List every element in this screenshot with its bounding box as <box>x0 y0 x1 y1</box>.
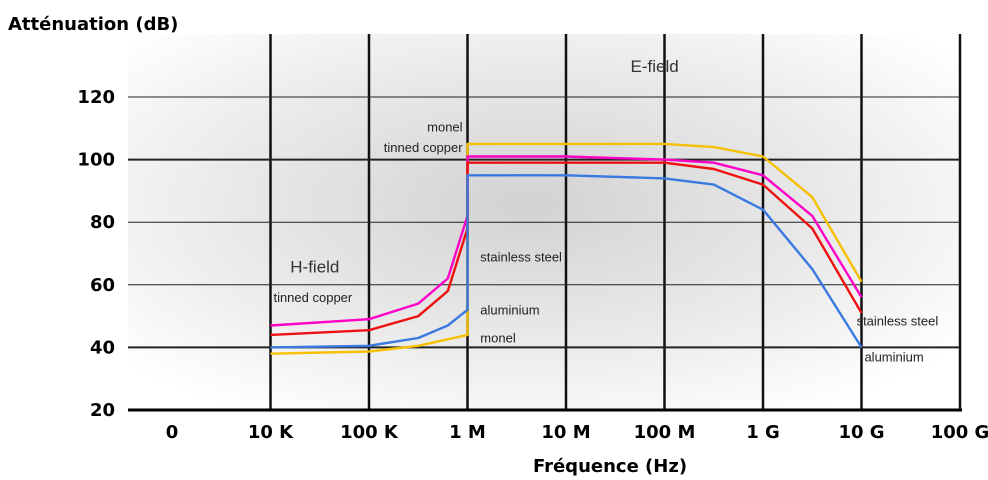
x-axis-title: Fréquence (Hz) <box>533 456 687 477</box>
series-line-monel <box>270 142 863 355</box>
region-label: H-field <box>290 257 339 276</box>
x-tick-label: 100 K <box>340 422 399 443</box>
series-annotation: aluminium <box>864 349 923 364</box>
x-tick-label: 1 M <box>449 422 486 443</box>
series-line-tinned-copper <box>270 155 863 327</box>
x-tick-label: 10 M <box>541 422 590 443</box>
x-tick-label: 1 G <box>746 422 780 443</box>
annotations: H-field E-field monel tinned copper stainles… <box>273 57 938 365</box>
series-annotation: tinned copper <box>384 140 463 155</box>
x-tick-label: 0 <box>166 422 179 443</box>
series-annotation: aluminium <box>480 303 539 318</box>
y-tick-label: 40 <box>90 337 115 358</box>
tick-labels: 20 40 60 80 100 120 0 10 K 100 K 1 M 10 M 100 M 1 G 1… <box>77 87 988 443</box>
y-axis-title: Atténuation (dB) <box>8 14 178 35</box>
x-tick-label: 100 M <box>634 422 696 443</box>
series-annotation: stainless steel <box>480 249 562 264</box>
x-tick-label: 10 G <box>838 422 884 443</box>
series-annotation: stainless steel <box>857 313 939 328</box>
x-tick-label: 100 G <box>931 422 988 443</box>
series-group <box>270 142 863 355</box>
y-tick-label: 120 <box>77 87 115 108</box>
series-line-aluminium <box>270 174 863 349</box>
series-line-stainless-steel <box>270 161 863 337</box>
region-label: E-field <box>631 57 679 76</box>
y-tick-label: 80 <box>90 212 115 233</box>
series-annotation: tinned copper <box>273 290 352 305</box>
x-tick-label: 10 K <box>248 422 294 443</box>
y-tick-label: 60 <box>90 275 115 296</box>
series-annotation: monel <box>427 119 463 134</box>
y-tick-label: 100 <box>77 150 115 171</box>
series-annotation: monel <box>480 331 516 346</box>
y-tick-label: 20 <box>90 400 115 421</box>
